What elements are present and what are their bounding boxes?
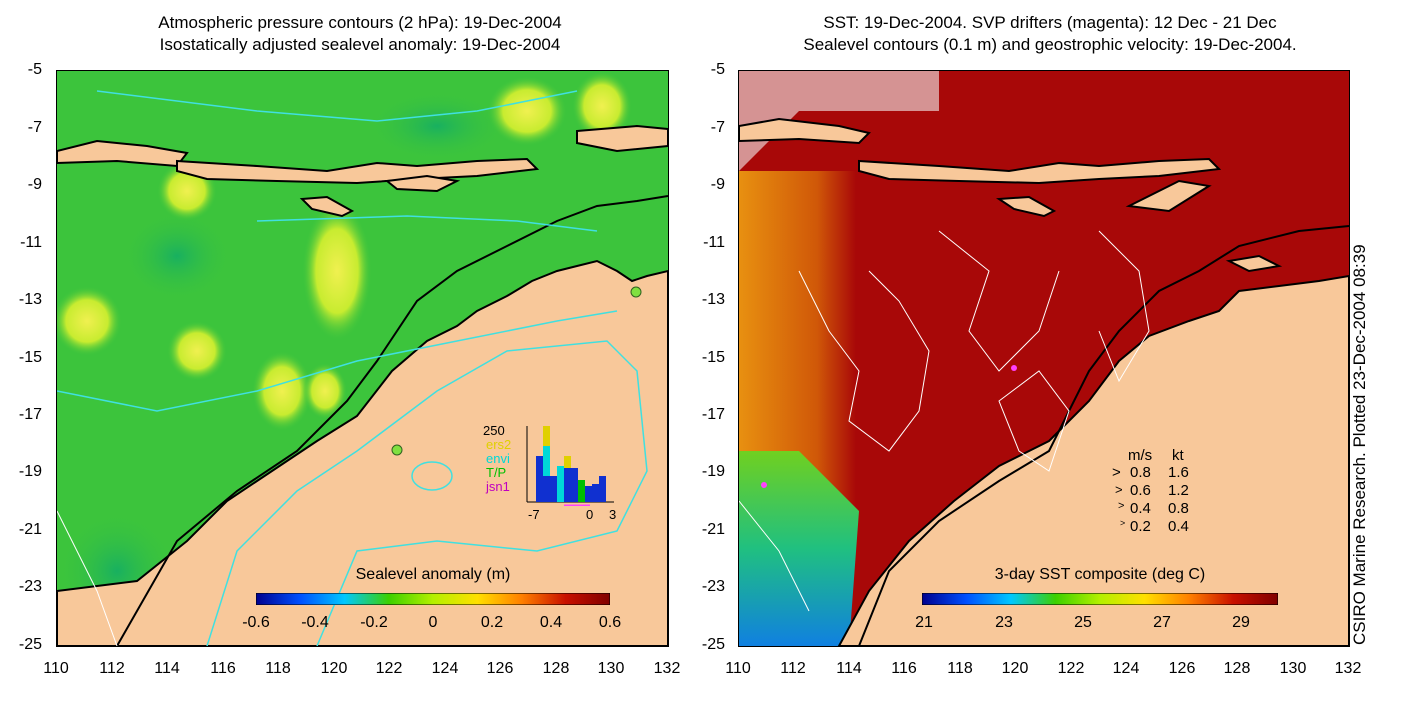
right-panel-title: SST: 19-Dec-2004. SVP drifters (magenta)… [803, 13, 1297, 54]
sealevel-colorbar-title: Sealevel anomaly (m) [355, 566, 511, 583]
x-tick-label: 116 [891, 660, 917, 677]
x-tick-label: 126 [486, 660, 514, 677]
velocity-legend-ms: 0.4 [1130, 500, 1151, 517]
y-tick-label: -5 [27, 61, 42, 78]
velocity-legend-header-kt: kt [1172, 447, 1184, 464]
y-tick-label: -11 [703, 234, 725, 251]
x-tick-label: 112 [780, 660, 806, 677]
left-map-panel [56, 70, 669, 647]
inset-histogram [526, 426, 614, 506]
x-tick-label: 130 [1279, 660, 1307, 677]
x-tick-label: 120 [1001, 660, 1029, 677]
velocity-legend-header-ms: m/s [1128, 447, 1153, 464]
colorbar-tick-label: 0.4 [539, 614, 563, 631]
x-tick-label: 132 [653, 660, 681, 677]
sst-colorbar [922, 593, 1278, 605]
velocity-legend-ms: 0.2 [1130, 518, 1151, 535]
velocity-legend-ms: 0.8 [1130, 464, 1151, 481]
velocity-legend-kt: 0.4 [1168, 518, 1189, 535]
inset-bars [536, 426, 606, 502]
inset-ymax-label: 250 [483, 423, 505, 438]
inset-x-tick: 0 [586, 507, 594, 522]
sst-map [739, 71, 1349, 646]
y-tick-label: -21 [701, 521, 725, 538]
velocity-legend-kt: 1.2 [1168, 482, 1189, 499]
inset-x-tick: 3 [609, 507, 617, 522]
y-tick-label: -19 [18, 463, 42, 480]
x-tick-label: 116 [210, 660, 236, 677]
y-tick-label: -9 [27, 176, 42, 193]
x-tick-label: 110 [43, 660, 69, 677]
y-tick-label: -15 [701, 349, 725, 366]
colorbar-tick-label: 0.6 [598, 614, 622, 631]
plot-credit: CSIRO Marine Research. Plotted 23-Dec-20… [1350, 244, 1369, 645]
x-tick-label: 124 [431, 660, 459, 677]
velocity-legend-ms: 0.6 [1130, 482, 1151, 499]
y-tick-label: -25 [18, 636, 42, 653]
y-tick-label: -9 [710, 176, 725, 193]
colorbar-tick-label: 27 [1153, 614, 1171, 631]
left-panel-title: Atmospheric pressure contours (2 hPa): 1… [158, 13, 562, 54]
velocity-arrow-icon: > [1115, 482, 1123, 497]
x-tick-label: 120 [320, 660, 348, 677]
y-tick-label: -17 [18, 406, 42, 423]
velocity-legend-kt: 0.8 [1168, 500, 1189, 517]
inset-legend-envi: envi [486, 451, 510, 466]
y-tick-label: -23 [18, 578, 42, 595]
y-tick-label: -19 [701, 463, 725, 480]
y-tick-label: -17 [701, 406, 725, 423]
colorbar-tick-label: -0.4 [301, 614, 329, 631]
x-tick-label: 128 [1223, 660, 1251, 677]
y-tick-label: -5 [710, 61, 725, 78]
colorbar-tick-label: 25 [1074, 614, 1092, 631]
velocity-arrow-icon: > [1120, 518, 1126, 528]
x-tick-label: 118 [265, 660, 291, 677]
x-tick-label: 110 [725, 660, 751, 677]
y-tick-label: -13 [18, 291, 42, 308]
sealevel-colorbar [256, 593, 610, 605]
x-tick-label: 126 [1168, 660, 1196, 677]
sealevel-anomaly-map [57, 71, 668, 646]
velocity-arrow-icon: > [1118, 500, 1125, 512]
colorbar-gradient [922, 593, 1278, 605]
x-tick-label: 128 [542, 660, 570, 677]
colorbar-tick-label: -0.6 [242, 614, 270, 631]
inset-legend-tp: T/P [486, 465, 507, 480]
x-tick-label: 118 [947, 660, 973, 677]
inset-legend-jsn1: jsn1 [486, 479, 510, 494]
y-tick-label: -25 [701, 636, 725, 653]
x-tick-label: 130 [597, 660, 625, 677]
sst-colorbar-title: 3-day SST composite (deg C) [994, 566, 1206, 583]
colorbar-tick-label: -0.2 [360, 614, 388, 631]
x-tick-label: 124 [1112, 660, 1140, 677]
right-map-panel [738, 70, 1350, 647]
y-tick-label: -15 [18, 349, 42, 366]
y-tick-label: -7 [27, 119, 42, 136]
y-tick-label: -23 [701, 578, 725, 595]
colorbar-tick-label: 29 [1232, 614, 1250, 631]
x-tick-label: 114 [836, 660, 862, 677]
y-tick-label: -13 [701, 291, 725, 308]
y-tick-label: -21 [18, 521, 42, 538]
x-tick-label: 132 [1334, 660, 1362, 677]
colorbar-gradient [256, 593, 610, 605]
velocity-legend-kt: 1.6 [1168, 464, 1189, 481]
colorbar-tick-label: 0 [428, 614, 438, 631]
colorbar-tick-label: 23 [995, 614, 1013, 631]
velocity-arrow-icon: > [1112, 464, 1121, 481]
x-tick-label: 122 [375, 660, 403, 677]
inset-x-tick: -7 [528, 507, 540, 522]
colorbar-tick-label: 21 [915, 614, 933, 631]
y-tick-label: -11 [20, 234, 42, 251]
x-tick-label: 114 [154, 660, 180, 677]
inset-legend-ers2: ers2 [486, 437, 512, 452]
x-tick-label: 122 [1057, 660, 1085, 677]
y-tick-label: -7 [710, 119, 725, 136]
x-tick-label: 112 [99, 660, 125, 677]
colorbar-tick-label: 0.2 [480, 614, 504, 631]
